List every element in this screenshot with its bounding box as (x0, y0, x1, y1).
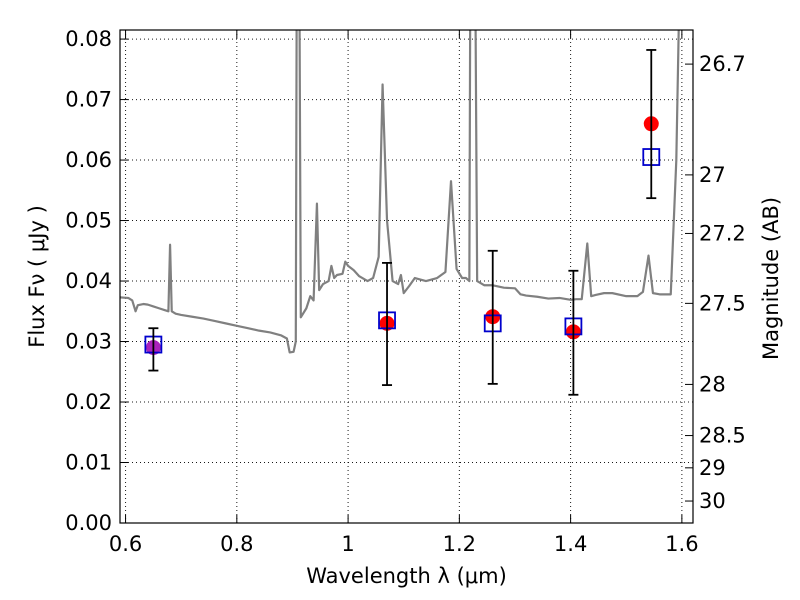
y-tick-label: 0.01 (65, 451, 112, 475)
plot-area (120, 30, 680, 396)
model-spectrum-line (120, 30, 680, 354)
y-axis-label: Flux Fν ( μJy ) (25, 205, 49, 348)
y-tick-label: 0.08 (65, 27, 112, 51)
plot-frame (119, 29, 694, 524)
right-axis-label: Magnitude (AB) (759, 197, 783, 360)
mag-tick-label: 27.5 (699, 291, 746, 315)
ticks: 0.6 0.8 1 1.2 1.4 1.6 0.00 0.01 0.02 0.03 0.04 0.05… (65, 27, 746, 556)
y-tick-label: 0.03 (65, 330, 112, 354)
y-tick-label: 0.06 (65, 148, 112, 172)
y-tick-label: 0.02 (65, 390, 112, 414)
grid (120, 30, 693, 524)
y-tick-label: 0.05 (65, 209, 112, 233)
x-tick-label: 0.8 (220, 532, 253, 556)
y-tick-label: 0.04 (65, 269, 112, 293)
mag-tick-label: 26.7 (699, 52, 746, 76)
y-tick-label: 0.07 (65, 88, 112, 112)
x-tick-label: 1.6 (665, 532, 698, 556)
x-tick-label: 0.6 (109, 532, 142, 556)
mag-tick-label: 28 (699, 372, 726, 396)
y-tick-label: 0.00 (65, 511, 112, 535)
x-tick-label: 1.4 (554, 532, 587, 556)
x-axis-label: Wavelength λ (μm) (306, 564, 507, 588)
x-tick-label: 1 (341, 532, 354, 556)
x-tick-label: 1.2 (443, 532, 476, 556)
mag-tick-label: 29 (699, 456, 726, 480)
mag-tick-label: 27.2 (699, 221, 746, 245)
mag-tick-label: 27 (699, 163, 726, 187)
mag-tick-label: 28.5 (699, 424, 746, 448)
mag-tick-label: 30 (699, 489, 726, 513)
